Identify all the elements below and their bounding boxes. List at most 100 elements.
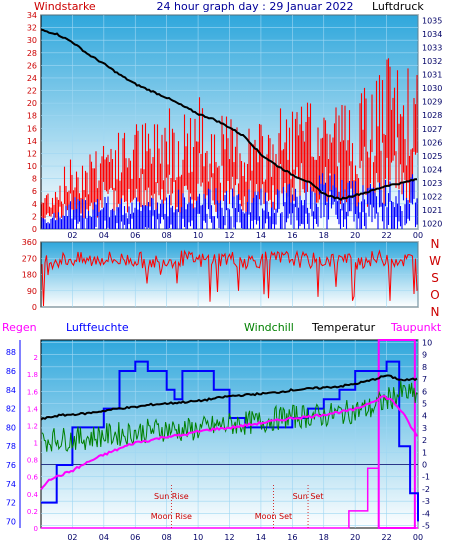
sun-moon-label: Sun Rise — [154, 492, 189, 501]
time-tick: 02 — [67, 533, 77, 542]
pressure-tick: 1030 — [422, 84, 442, 93]
wind-pressure-series — [40, 28, 418, 229]
wind-speed-tick: 14 — [27, 137, 37, 146]
pressure-tick: 1033 — [422, 44, 442, 53]
rain-tick: 1.8 — [27, 371, 38, 379]
temperature-tick: 8 — [422, 363, 427, 372]
time-tick: 08 — [162, 231, 172, 240]
time-tick: 18 — [319, 231, 329, 240]
rain-tick: 0.2 — [27, 508, 38, 516]
temperature-tick: -2 — [422, 485, 430, 494]
wind-speed-tick: 32 — [27, 24, 37, 33]
time-tick: 22 — [381, 533, 391, 542]
time-tick: 20 — [350, 231, 360, 240]
rain-tick: 1.6 — [27, 388, 39, 396]
temperature-tick: 6 — [422, 387, 427, 396]
wind-speed-tick: 0 — [32, 225, 37, 234]
wind-speed-tick: 30 — [27, 36, 37, 45]
legend-item: Regen — [2, 321, 37, 334]
legend-item: Windchill — [244, 321, 294, 334]
sun-moon-label: Moon Rise — [151, 512, 192, 521]
rain-tick: 0.8 — [27, 457, 38, 465]
time-tick: 14 — [256, 231, 266, 240]
wind-speed-tick: 6 — [32, 187, 37, 196]
temperature-line — [40, 374, 418, 421]
pressure-tick: 1028 — [422, 111, 442, 120]
time-axis-bottom: 02 04 06 08 10 12 14 16 18 20 22 00 — [67, 533, 423, 542]
time-tick: 16 — [287, 231, 297, 240]
time-tick: 10 — [193, 231, 203, 240]
humidity-tick: 70 — [6, 517, 16, 526]
sun-moon-label: Moon Set — [255, 512, 292, 521]
rain-tick: 0.4 — [27, 491, 39, 499]
pressure-axis-title: Luftdruck — [372, 0, 424, 13]
legend-item: Taupunkt — [390, 321, 442, 334]
humidity-tick: 82 — [6, 405, 16, 414]
time-tick: 18 — [319, 533, 329, 542]
rain-tick: 0.6 — [27, 474, 39, 482]
temperature-tick: 4 — [422, 412, 427, 421]
pressure-tick: 1031 — [422, 71, 442, 80]
pressure-line — [40, 28, 417, 201]
humidity-axis: 70 72 74 76 78 80 82 84 86 88 — [6, 340, 21, 528]
wind-direction-gridlines — [41, 241, 419, 308]
temperature-tick: 9 — [422, 351, 427, 360]
wind-direction-tick: 270 — [22, 254, 37, 263]
wind-direction-line — [41, 249, 418, 307]
wind-speed-tick: 28 — [27, 49, 37, 58]
compass-label: O — [430, 288, 439, 302]
temperature-legend: Regen Luftfeuchte Windchill Temperatur Taupu… — [2, 321, 442, 334]
temperature-tick: -1 — [422, 473, 430, 482]
sun-moon-label: Sun Set — [293, 492, 324, 501]
wind-speed-tick: 22 — [27, 87, 37, 96]
time-tick: 16 — [287, 533, 297, 542]
chart-title: 24 hour graph day : 29 Januar 2022 — [157, 0, 354, 13]
time-tick: 04 — [99, 533, 109, 542]
temperature-tick: -4 — [422, 509, 430, 518]
pressure-tick: 1027 — [422, 125, 442, 134]
wind-speed-tick: 4 — [32, 200, 37, 209]
pressure-tick: 1032 — [422, 57, 442, 66]
compass-label: S — [431, 271, 439, 285]
temperature-tick: 3 — [422, 424, 427, 433]
wind-speed-tick: 2 — [32, 212, 37, 221]
legend-item: Temperatur — [311, 321, 376, 334]
temperature-tick: 5 — [422, 399, 427, 408]
sun-moon-annotations: Sun Rise Sun Set Moon Rise Moon Set — [151, 485, 324, 528]
time-tick: 10 — [193, 533, 203, 542]
temperature-series — [40, 339, 419, 529]
wind-direction-tick: 90 — [27, 287, 37, 296]
time-tick: 04 — [99, 231, 109, 240]
rain-tick: 0 — [34, 525, 38, 533]
wind-direction-tick: 360 — [22, 238, 37, 247]
humidity-tick: 74 — [6, 480, 16, 489]
temperature-axis: -5 -4 -3 -2 -1 0 1 2 3 4 5 6 7 8 9 10 — [422, 338, 432, 530]
temperature-tick: 7 — [422, 375, 427, 384]
rain-tick: 2 — [34, 354, 38, 362]
temperature-tick: 2 — [422, 436, 427, 445]
temperature-tick: 10 — [422, 338, 432, 347]
dewpoint-line — [40, 395, 418, 491]
humidity-tick: 78 — [6, 442, 16, 451]
wind-speed-tick: 10 — [27, 162, 37, 171]
rain-tick: 1 — [34, 440, 38, 448]
humidity-tick: 88 — [6, 348, 16, 357]
humidity-tick: 72 — [6, 499, 16, 508]
rain-tick: 1.2 — [27, 422, 38, 430]
time-tick: 12 — [224, 533, 234, 542]
time-tick: 02 — [67, 231, 77, 240]
wind-speed-tick: 20 — [27, 99, 37, 108]
time-tick: 20 — [350, 533, 360, 542]
wind-direction-tick: 180 — [22, 271, 37, 280]
wind-direction-axis: 0 90 180 270 360 — [22, 238, 37, 312]
time-tick: 22 — [381, 231, 391, 240]
time-tick: 08 — [162, 533, 172, 542]
wind-speed-tick: 34 — [27, 11, 37, 20]
compass-label: N — [431, 305, 440, 319]
time-tick: 00 — [413, 533, 423, 542]
time-tick: 06 — [130, 231, 140, 240]
compass-label: W — [429, 254, 441, 268]
pressure-tick: 1035 — [422, 16, 442, 25]
humidity-tick: 80 — [6, 423, 16, 432]
